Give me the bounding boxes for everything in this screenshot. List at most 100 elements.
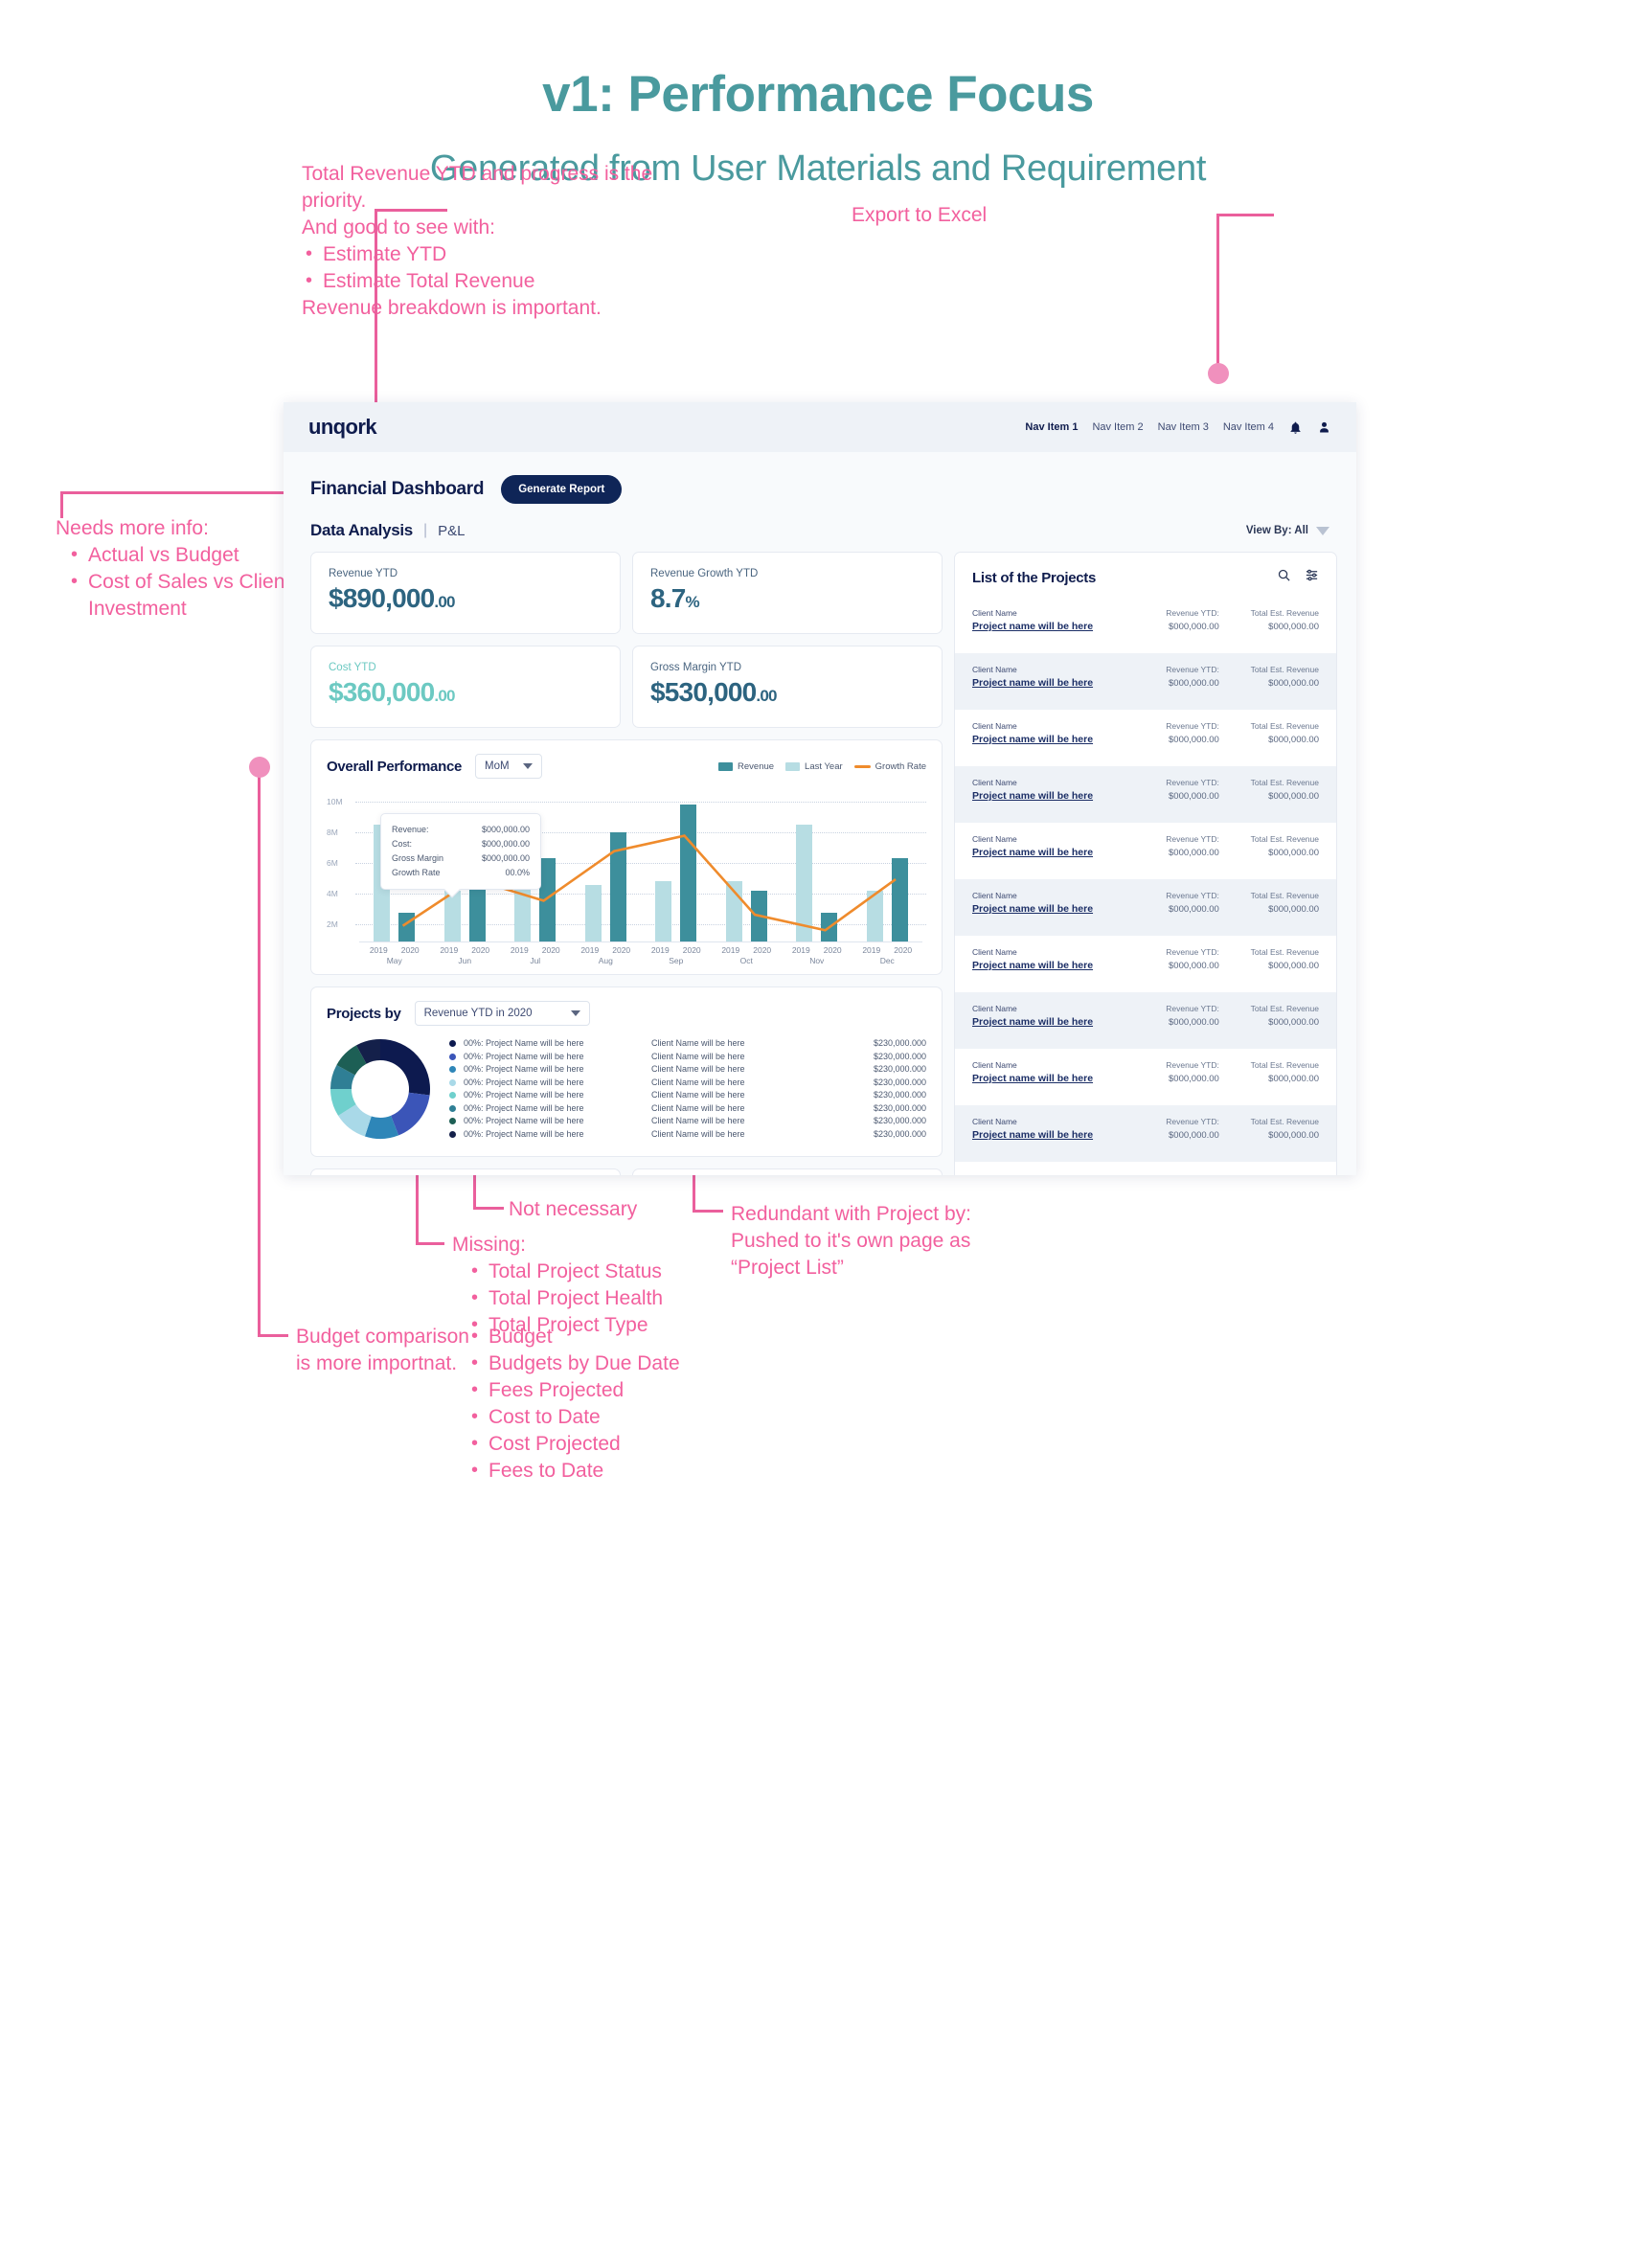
legend-label: 00%: Project Name will be here bbox=[464, 1038, 584, 1048]
chevron-down-icon bbox=[1316, 526, 1329, 535]
projects-by-select-value: Revenue YTD in 2020 bbox=[423, 1008, 533, 1019]
nav-item-1[interactable]: Nav Item 1 bbox=[1025, 421, 1079, 433]
row-project-link[interactable]: Project name will be here bbox=[972, 677, 1094, 689]
row-project-link[interactable]: Project name will be here bbox=[972, 621, 1094, 632]
x-axis-group: 2019 2020 Aug bbox=[580, 945, 631, 965]
legend-item: 00%: Project Name will be here Client Nam… bbox=[449, 1128, 926, 1142]
nav-item-4[interactable]: Nav Item 4 bbox=[1222, 421, 1274, 433]
annotation-budget-list: Budget Budgets by Due Date Fees Projecte… bbox=[452, 1323, 768, 1485]
bottom-donuts-row: Clients by Revenue YTD in 2020 00%: Clie… bbox=[310, 1168, 943, 1175]
bar-last-year bbox=[584, 885, 602, 941]
tooltip-value: $000,000.00 bbox=[481, 825, 530, 834]
row-client-name: Client Name bbox=[972, 834, 1017, 844]
row-project-link[interactable]: Project name will be here bbox=[972, 960, 1094, 971]
right-column: List of the Projects Client Name Project bbox=[954, 552, 1337, 1175]
chevron-down-icon bbox=[570, 1010, 580, 1016]
table-row[interactable]: Client Name Project name will be here Reve… bbox=[955, 823, 1336, 879]
filter-icon[interactable] bbox=[1305, 568, 1319, 587]
row-project-link[interactable]: Project name will be here bbox=[972, 847, 1094, 858]
kpi-value-main: $530,000 bbox=[650, 677, 757, 707]
kpi-label: Revenue Growth YTD bbox=[650, 568, 759, 579]
gridline bbox=[355, 863, 926, 864]
row-revenue-value: $000,000.00 bbox=[1169, 735, 1219, 745]
row-revenue-value: $000,000.00 bbox=[1169, 848, 1219, 858]
x-axis-group: 2019 2020 Nov bbox=[791, 945, 842, 965]
nav-item-2[interactable]: Nav Item 2 bbox=[1092, 421, 1144, 433]
row-revenue-cell: Revenue YTD: $000,000.00 bbox=[1115, 777, 1219, 804]
row-project-link[interactable]: Project name will be here bbox=[972, 1073, 1094, 1084]
table-row[interactable]: Client Name Project name will be here Reve… bbox=[955, 992, 1336, 1049]
bar-group bbox=[852, 792, 923, 941]
leader-line bbox=[416, 1165, 419, 1245]
legend-client: Client Name will be here bbox=[651, 1038, 745, 1048]
gridline bbox=[355, 832, 926, 833]
row-revenue-cell: Revenue YTD: $000,000.00 bbox=[1115, 833, 1219, 860]
row-revenue-value: $000,000.00 bbox=[1169, 1017, 1219, 1028]
row-client-name: Client Name bbox=[972, 721, 1017, 731]
table-row[interactable]: Client Name Project name will be here Reve… bbox=[955, 766, 1336, 823]
row-total-value: $000,000.00 bbox=[1268, 848, 1319, 858]
row-project-link[interactable]: Project name will be here bbox=[972, 790, 1094, 802]
chevron-down-icon bbox=[522, 763, 533, 769]
legend-last-year: Last Year bbox=[785, 761, 843, 772]
row-total-value: $000,000.00 bbox=[1268, 791, 1319, 802]
projects-donut-legend: 00%: Project Name will be here Client Nam… bbox=[449, 1037, 926, 1141]
y-axis-tick: 10M bbox=[327, 797, 343, 806]
search-icon[interactable] bbox=[1277, 568, 1291, 587]
legend-client: Client Name will be here bbox=[651, 1090, 745, 1100]
bar-last-year bbox=[655, 880, 672, 941]
row-total-cell: Total Est. Revenue $000,000.00 bbox=[1219, 1059, 1319, 1086]
view-by-dropdown[interactable]: View By: All bbox=[1246, 525, 1329, 536]
y-axis-tick: 2M bbox=[327, 919, 338, 929]
row-revenue-cell: Revenue YTD: $000,000.00 bbox=[1115, 607, 1219, 634]
row-total-cell: Total Est. Revenue $000,000.00 bbox=[1219, 1003, 1319, 1030]
row-project-link[interactable]: Project name will be here bbox=[972, 734, 1094, 745]
row-revenue-label: Revenue YTD: bbox=[1166, 834, 1219, 844]
nav-item-3[interactable]: Nav Item 3 bbox=[1157, 421, 1209, 433]
row-revenue-label: Revenue YTD: bbox=[1166, 1004, 1219, 1013]
annotation-bullets: Estimate YTD Estimate Total Revenue bbox=[302, 240, 704, 295]
annotation-not-necessary: Not necessary bbox=[509, 1196, 738, 1223]
legend-amount: $230,000.000 bbox=[873, 1102, 926, 1113]
row-client-name: Client Name bbox=[972, 1004, 1017, 1013]
project-list-rows: Client Name Project name will be here Reve… bbox=[955, 597, 1336, 1175]
row-project-link[interactable]: Project name will be here bbox=[972, 1016, 1094, 1028]
granularity-select[interactable]: MoM bbox=[475, 754, 542, 779]
legend-amount: $230,000.000 bbox=[873, 1038, 926, 1048]
leader-line bbox=[258, 763, 261, 1337]
row-revenue-cell: Revenue YTD: $000,000.00 bbox=[1115, 664, 1219, 691]
top-navigation-bar: unqork Nav Item 1 Nav Item 2 Nav Item 3 … bbox=[284, 402, 1356, 452]
legend-label: Last Year bbox=[805, 760, 843, 772]
tooltip-label: Growth Rate bbox=[392, 868, 441, 877]
generate-report-button[interactable]: Generate Report bbox=[501, 475, 623, 504]
y-axis-tick: 8M bbox=[327, 828, 338, 837]
bar-group bbox=[500, 792, 571, 941]
row-revenue-value: $000,000.00 bbox=[1169, 678, 1219, 689]
projects-by-select[interactable]: Revenue YTD in 2020 bbox=[414, 1001, 590, 1026]
row-project-link[interactable]: Project name will be here bbox=[972, 1129, 1094, 1141]
row-client-name: Client Name bbox=[972, 778, 1017, 787]
user-icon[interactable] bbox=[1317, 420, 1331, 435]
row-client-cell: Client Name Project name will be here bbox=[972, 833, 1115, 860]
bell-icon[interactable] bbox=[1288, 420, 1303, 435]
legend-bullet bbox=[449, 1053, 456, 1060]
breadcrumb-pl[interactable]: P&L bbox=[438, 522, 466, 539]
breadcrumb-data-analysis[interactable]: Data Analysis bbox=[310, 521, 413, 539]
row-project-link[interactable]: Project name will be here bbox=[972, 903, 1094, 915]
gridline bbox=[355, 924, 926, 925]
legend-client: Client Name will be here bbox=[651, 1116, 745, 1125]
row-revenue-label: Revenue YTD: bbox=[1115, 1172, 1219, 1175]
